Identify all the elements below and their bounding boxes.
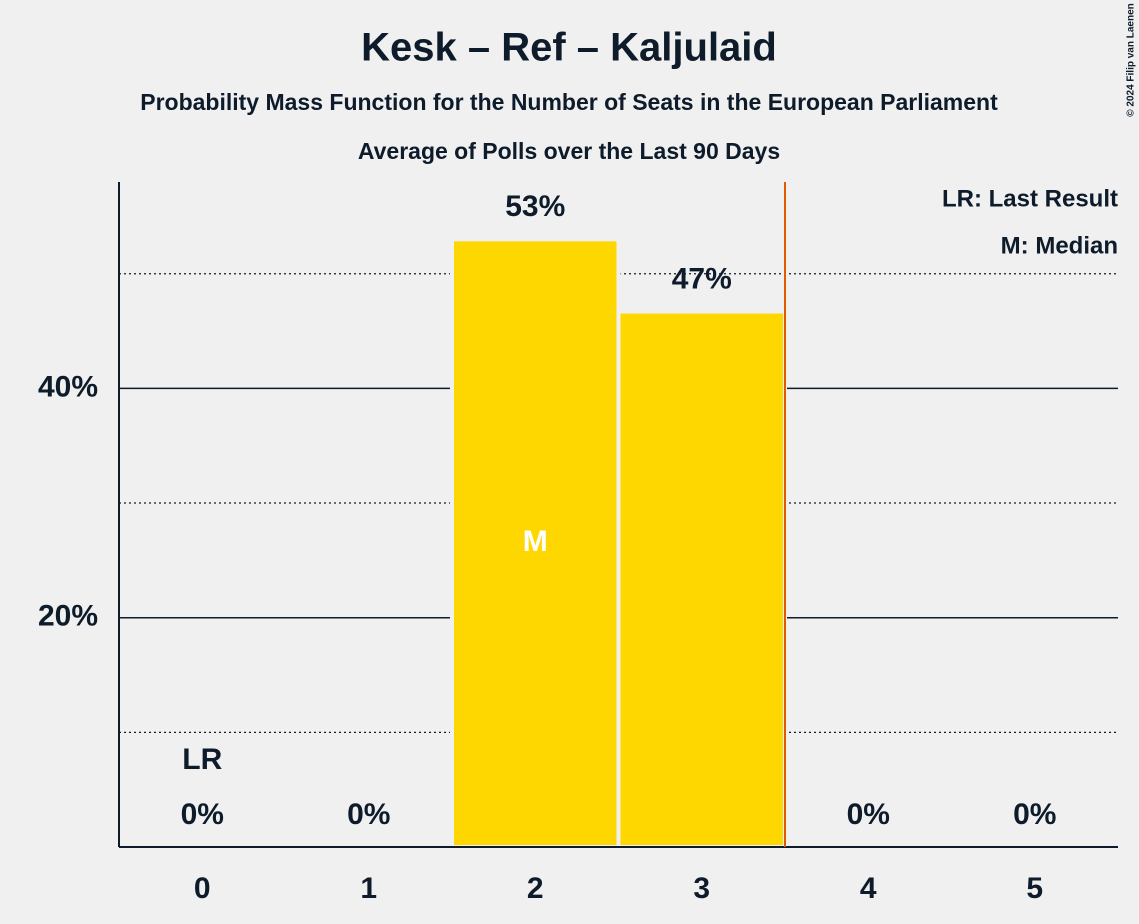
x-tick-label: 0	[194, 872, 211, 905]
x-tick-label: 2	[527, 872, 544, 905]
value-label: 0%	[347, 798, 390, 831]
legend-entry: M: Median	[1001, 232, 1118, 259]
x-tick-label: 4	[860, 872, 877, 905]
value-label: 47%	[672, 262, 732, 295]
y-tick-label: 40%	[38, 370, 98, 403]
copyright: © 2024 Filip van Laenen	[1126, 3, 1137, 117]
value-label: 0%	[847, 798, 890, 831]
x-tick-label: 1	[360, 872, 377, 905]
chart-subtitle: Average of Polls over the Last 90 Days	[358, 138, 780, 164]
legend-entry: LR: Last Result	[942, 185, 1118, 212]
x-tick-label: 5	[1026, 872, 1043, 905]
median-marker: M	[523, 525, 548, 558]
y-tick-label: 20%	[38, 600, 98, 633]
chart-title: Kesk – Ref – Kaljulaid	[361, 26, 777, 70]
value-label: 0%	[181, 798, 224, 831]
last-result-marker: LR	[182, 743, 222, 776]
bar	[616, 309, 787, 849]
value-label: 53%	[505, 190, 565, 223]
chart-subtitle: Probability Mass Function for the Number…	[140, 89, 998, 115]
value-label: 0%	[1013, 798, 1056, 831]
x-tick-label: 3	[693, 872, 710, 905]
